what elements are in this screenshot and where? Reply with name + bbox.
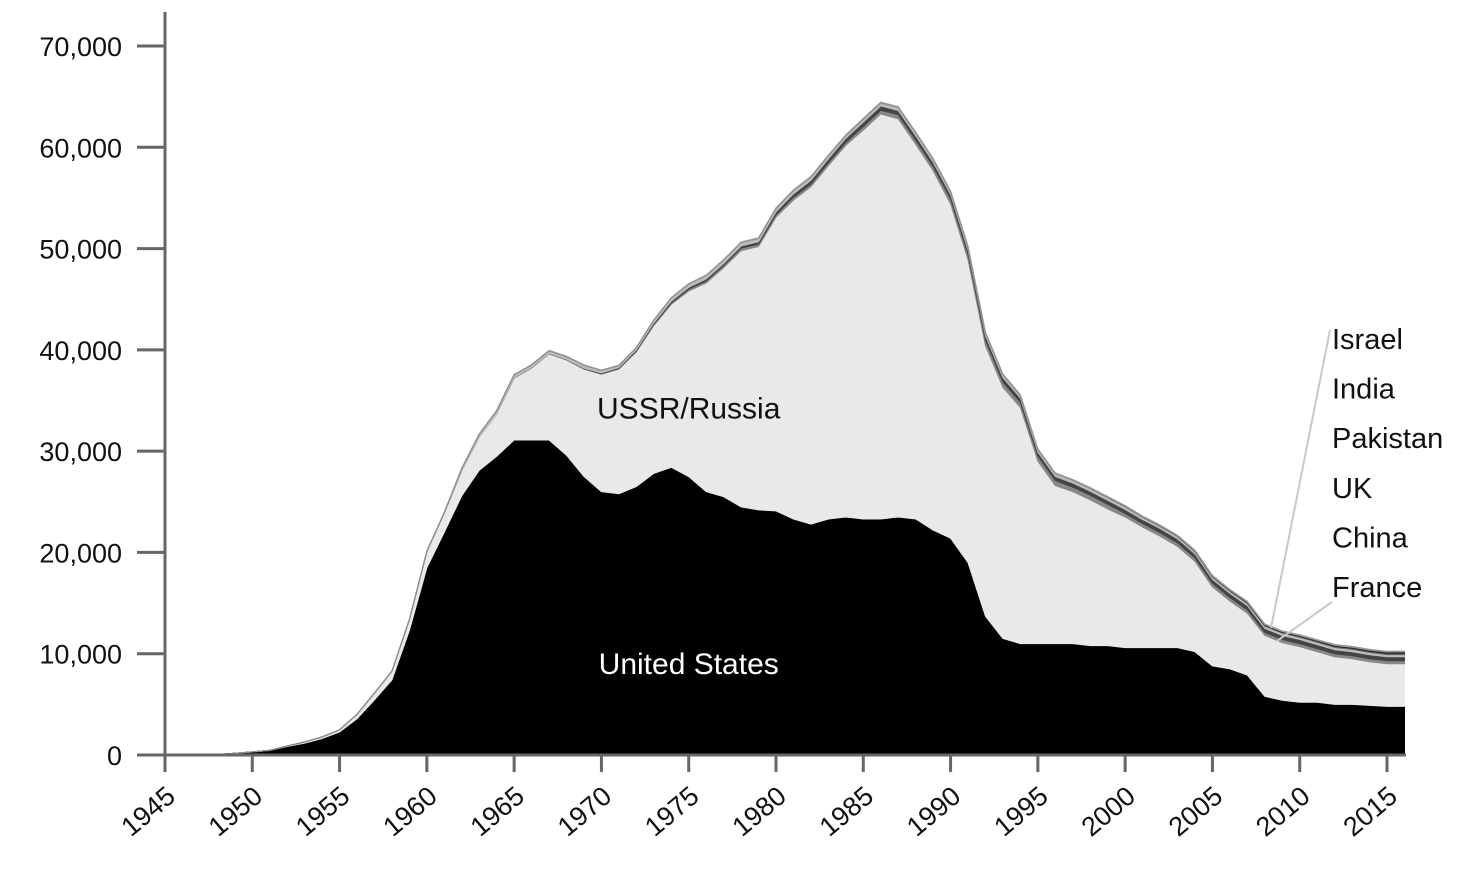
x-tick-label: 1950 [203,781,268,843]
x-tick-label: 1975 [639,781,704,843]
legend-label-china: China [1332,522,1409,554]
legend-label-india: India [1332,374,1396,406]
x-tick-label: 1990 [901,781,966,843]
leader-line-israel [1270,329,1331,629]
series-labels: United States USSR/Russia [597,393,781,681]
x-tick-label: 1980 [727,781,792,843]
x-tick-label: 1955 [290,781,355,843]
area-label-ussr-russia: USSR/Russia [597,393,781,426]
x-tick-label: 1945 [116,781,181,843]
legend-label-pakistan: Pakistan [1332,423,1443,455]
x-tick-label: 1960 [377,781,442,843]
x-tick-label: 1965 [465,781,530,843]
x-tick-label: 1970 [552,781,617,843]
y-tick-label: 50,000 [39,235,122,265]
x-tick-label: 1985 [814,781,879,843]
legend-label-france: France [1332,572,1422,604]
x-tick-label: 2000 [1076,781,1141,843]
y-axis-ticks: 0 10,000 20,000 30,000 40,000 50,000 60,000 70,… [39,32,165,771]
x-tick-label: 2015 [1338,781,1403,843]
legend-label-uk: UK [1332,473,1373,505]
legend-label-israel: Israel [1332,324,1403,356]
x-tick-label: 2010 [1250,781,1315,843]
y-tick-label: 70,000 [39,32,122,62]
area-label-united-states: United States [599,648,779,681]
x-tick-label: 2005 [1163,781,1228,843]
legend-leader-lines [1270,329,1333,642]
y-tick-label: 30,000 [39,437,122,467]
leader-line-france [1276,601,1333,642]
y-tick-label: 60,000 [39,133,122,163]
small-series-legend: Israel India Pakistan UK China France [1332,324,1443,604]
x-axis-ticks: 1945 1950 1955 1960 1965 1970 1975 1980 1985 1990… [116,755,1403,842]
y-tick-label: 10,000 [39,640,122,670]
y-tick-label: 0 [107,741,122,771]
y-tick-label: 20,000 [39,538,122,568]
area-israel [164,101,1405,756]
x-tick-label: 1995 [988,781,1053,843]
area-series-group [164,101,1405,756]
y-tick-label: 40,000 [39,336,122,366]
